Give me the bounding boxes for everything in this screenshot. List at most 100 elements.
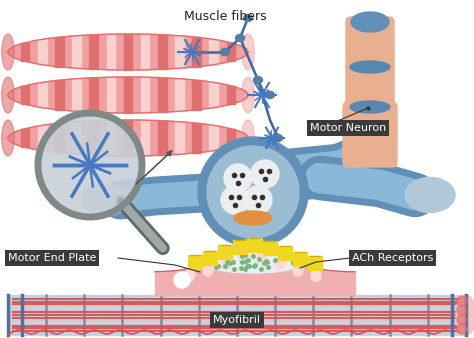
Ellipse shape: [234, 211, 272, 225]
Ellipse shape: [281, 298, 308, 305]
Ellipse shape: [319, 311, 346, 319]
Ellipse shape: [221, 257, 231, 269]
Ellipse shape: [2, 34, 14, 70]
Text: Motor Neuron: Motor Neuron: [310, 123, 386, 133]
Ellipse shape: [90, 298, 117, 305]
Ellipse shape: [456, 295, 474, 335]
Ellipse shape: [351, 12, 389, 32]
Bar: [124, 77, 132, 113]
Bar: [263, 241, 277, 255]
Ellipse shape: [434, 311, 460, 319]
Bar: [38, 82, 46, 107]
Ellipse shape: [357, 311, 384, 319]
Bar: [141, 120, 149, 156]
Bar: [192, 37, 201, 67]
Ellipse shape: [14, 298, 40, 305]
Ellipse shape: [52, 298, 79, 305]
Bar: [21, 43, 29, 61]
Circle shape: [251, 160, 279, 188]
Ellipse shape: [243, 311, 269, 319]
Bar: [21, 86, 29, 104]
FancyBboxPatch shape: [346, 62, 394, 112]
Bar: [158, 121, 166, 155]
Ellipse shape: [205, 298, 231, 305]
Bar: [55, 37, 64, 67]
Bar: [233, 240, 247, 254]
Bar: [248, 238, 262, 252]
Ellipse shape: [350, 61, 390, 73]
Circle shape: [457, 305, 467, 315]
Bar: [210, 82, 218, 107]
Ellipse shape: [244, 15, 253, 22]
Bar: [55, 80, 64, 110]
Ellipse shape: [319, 298, 346, 305]
Bar: [278, 246, 292, 260]
Bar: [227, 129, 235, 147]
Ellipse shape: [275, 257, 285, 269]
Bar: [175, 122, 184, 154]
Bar: [175, 79, 184, 111]
Ellipse shape: [357, 325, 384, 332]
Ellipse shape: [281, 325, 308, 332]
Ellipse shape: [203, 251, 303, 273]
Bar: [293, 252, 307, 266]
Circle shape: [207, 146, 299, 238]
FancyBboxPatch shape: [343, 102, 397, 167]
FancyBboxPatch shape: [346, 17, 394, 72]
Bar: [8, 297, 466, 306]
Ellipse shape: [243, 298, 269, 305]
Bar: [124, 120, 132, 156]
Circle shape: [198, 137, 308, 247]
Bar: [308, 256, 322, 270]
Bar: [218, 245, 232, 259]
Bar: [90, 78, 98, 112]
Circle shape: [174, 272, 190, 288]
Ellipse shape: [434, 298, 460, 305]
Bar: [210, 125, 218, 151]
Ellipse shape: [203, 264, 213, 276]
Bar: [107, 34, 115, 70]
Text: ACh Receptors: ACh Receptors: [352, 253, 433, 263]
Circle shape: [221, 186, 249, 214]
Bar: [8, 310, 466, 320]
Bar: [141, 34, 149, 70]
Ellipse shape: [14, 311, 40, 319]
Ellipse shape: [405, 177, 455, 213]
Ellipse shape: [265, 92, 274, 98]
Ellipse shape: [8, 77, 248, 113]
Ellipse shape: [185, 269, 195, 281]
Ellipse shape: [242, 34, 254, 70]
Ellipse shape: [311, 269, 321, 281]
Ellipse shape: [350, 101, 390, 113]
Ellipse shape: [243, 325, 269, 332]
Bar: [158, 78, 166, 112]
Bar: [175, 36, 184, 68]
Bar: [73, 122, 81, 154]
Bar: [55, 123, 64, 153]
Circle shape: [224, 164, 252, 192]
Bar: [107, 77, 115, 113]
Ellipse shape: [8, 120, 248, 156]
Bar: [203, 250, 217, 265]
Ellipse shape: [2, 77, 14, 113]
Ellipse shape: [357, 298, 384, 305]
Circle shape: [457, 315, 467, 325]
Ellipse shape: [254, 76, 263, 83]
Ellipse shape: [319, 325, 346, 332]
Bar: [8, 295, 466, 335]
Ellipse shape: [239, 252, 249, 264]
Ellipse shape: [205, 311, 231, 319]
Ellipse shape: [395, 325, 422, 332]
Bar: [38, 40, 46, 65]
Text: Motor End Plate: Motor End Plate: [8, 253, 96, 263]
Bar: [141, 77, 149, 113]
Bar: [158, 35, 166, 69]
Ellipse shape: [52, 325, 79, 332]
Ellipse shape: [395, 298, 422, 305]
Bar: [90, 35, 98, 69]
Bar: [107, 120, 115, 156]
Ellipse shape: [395, 311, 422, 319]
Ellipse shape: [242, 77, 254, 113]
Ellipse shape: [257, 252, 267, 264]
Ellipse shape: [273, 135, 283, 142]
